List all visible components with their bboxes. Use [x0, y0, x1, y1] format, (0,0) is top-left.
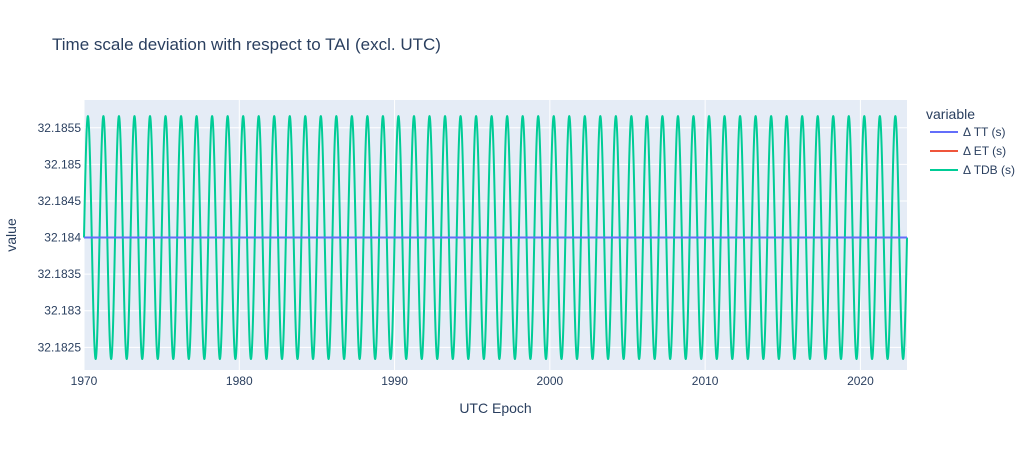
x-tick-label: 2010 — [692, 374, 719, 388]
y-tick-label: 32.185 — [44, 157, 81, 171]
y-axis-label: value — [3, 218, 19, 252]
y-tick-label: 32.1845 — [38, 194, 82, 208]
x-tick-label: 1970 — [71, 374, 98, 388]
x-tick-label: 1990 — [381, 374, 408, 388]
x-tick-label: 2020 — [847, 374, 874, 388]
y-tick-label: 32.1825 — [38, 340, 82, 354]
x-tick-label: 1980 — [226, 374, 253, 388]
legend-label-0[interactable]: Δ TT (s) — [963, 125, 1005, 139]
legend-title: variable — [926, 106, 975, 122]
y-tick-label: 32.184 — [44, 231, 81, 245]
y-tick-label: 32.1835 — [38, 267, 82, 281]
legend-label-1[interactable]: Δ ET (s) — [963, 144, 1006, 158]
chart-title: Time scale deviation with respect to TAI… — [52, 35, 441, 54]
y-tick-label: 32.183 — [44, 304, 81, 318]
legend-label-2[interactable]: Δ TDB (s) — [963, 163, 1015, 177]
y-tick-label: 32.1855 — [38, 121, 82, 135]
x-tick-label: 2000 — [536, 374, 563, 388]
x-axis-label: UTC Epoch — [459, 400, 531, 416]
